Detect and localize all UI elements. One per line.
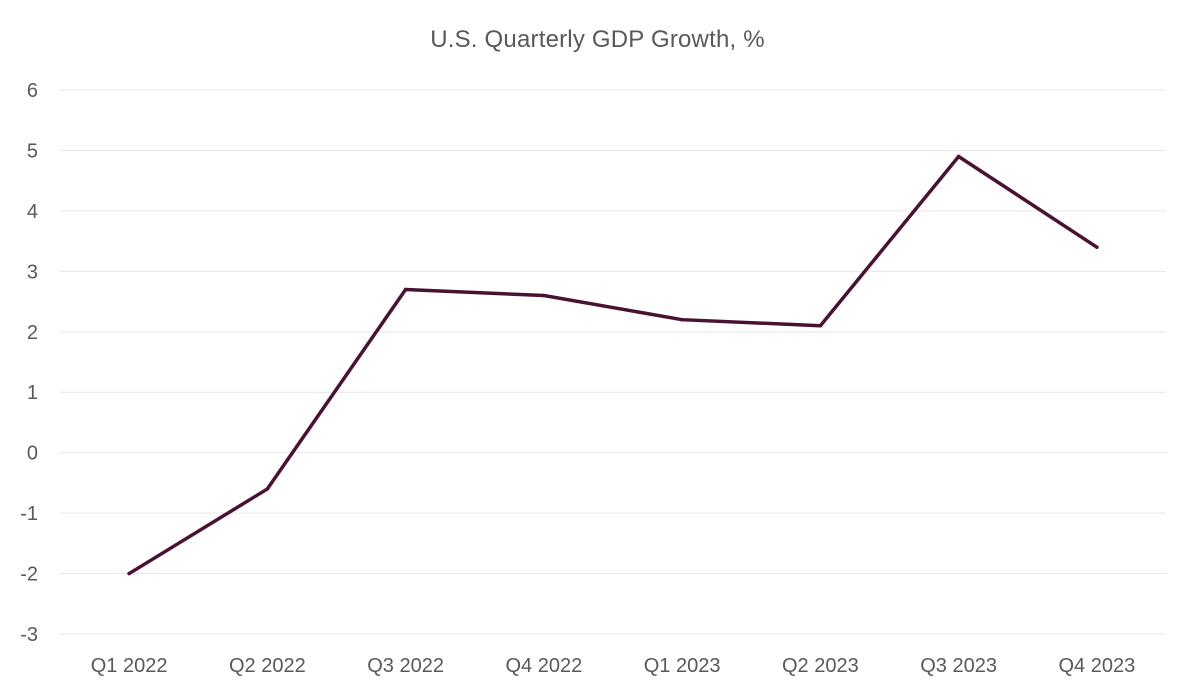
chart-title: U.S. Quarterly GDP Growth, % [430, 26, 765, 53]
x-axis-tick-labels: Q1 2022 Q2 2022 Q3 2022 Q4 2022 Q1 2023 Q2 20… [91, 655, 1135, 677]
y-tick-label: 3 [27, 261, 38, 283]
x-tick-label: Q1 2022 [91, 655, 168, 677]
data-point [1095, 245, 1099, 249]
series-line [127, 154, 1099, 576]
data-point [542, 293, 546, 298]
x-tick-label: Q3 2022 [367, 655, 444, 677]
y-tick-label: -2 [20, 564, 38, 586]
x-tick-label: Q2 2022 [229, 655, 306, 677]
y-tick-label: 6 [27, 80, 38, 102]
data-point [265, 487, 270, 491]
y-tick-label: 0 [27, 443, 38, 465]
data-point [818, 323, 823, 328]
y-tick-label: -3 [20, 624, 38, 646]
y-tick-label: 1 [27, 382, 38, 404]
x-tick-label: Q4 2022 [506, 655, 583, 677]
x-tick-label: Q3 2023 [920, 655, 997, 677]
x-tick-label: Q2 2023 [782, 655, 859, 677]
y-tick-label: 2 [27, 322, 38, 344]
y-axis-tick-labels: 6 5 4 3 2 1 0 -1 -2 -3 [20, 80, 38, 646]
data-point [680, 317, 684, 322]
x-tick-label: Q4 2023 [1059, 655, 1136, 677]
series-layer [127, 154, 1099, 576]
data-point [127, 571, 131, 576]
gridlines [60, 89, 1166, 635]
data-point [403, 287, 408, 292]
y-tick-label: 4 [27, 201, 38, 223]
y-tick-label: -1 [20, 503, 38, 525]
x-tick-label: Q1 2023 [644, 655, 721, 677]
y-tick-label: 5 [27, 140, 38, 162]
data-point [956, 154, 961, 159]
